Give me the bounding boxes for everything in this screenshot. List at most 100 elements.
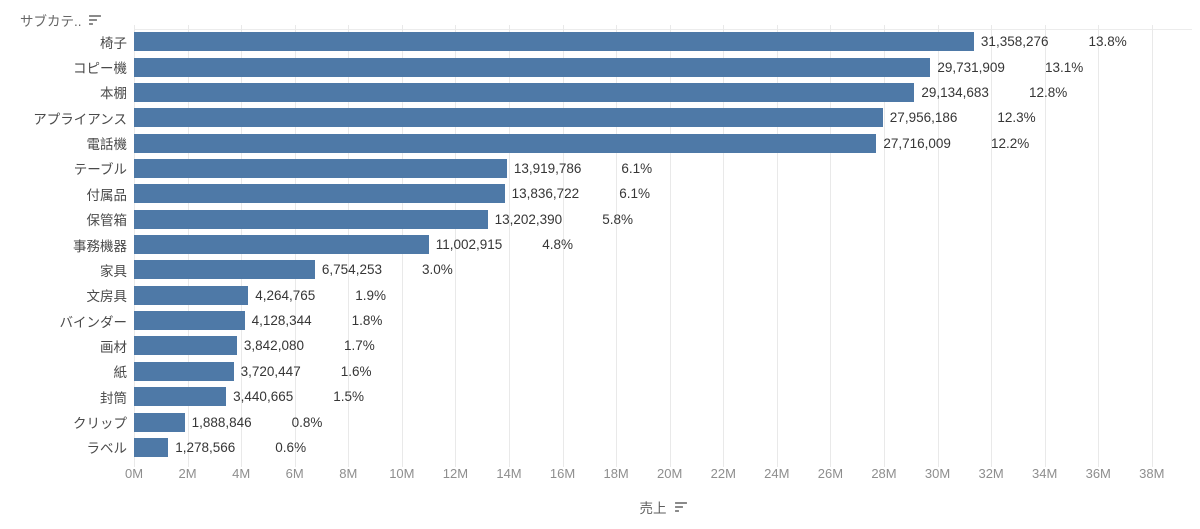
category-label[interactable]: コピー機 (73, 61, 127, 77)
bar-row: 椅子 31,358,276 13.8% (0, 29, 1192, 54)
sort-descending-icon[interactable] (88, 15, 101, 25)
category-label[interactable]: 電話機 (86, 137, 128, 153)
x-axis-tick-label: 26M (817, 466, 844, 481)
pct-label: 0.8% (291, 414, 323, 430)
x-axis-tick-label: 20M (657, 466, 683, 481)
bar[interactable] (134, 57, 931, 77)
bar-area: 13,836,722 6.1% (134, 181, 1192, 206)
category-label[interactable]: 紙 (113, 365, 128, 381)
category-label[interactable]: テーブル (73, 162, 127, 178)
bar-area: 6,754,253 3.0% (134, 257, 1192, 282)
value-label: 4,264,765 (255, 287, 316, 303)
bar-row: アプライアンス 27,956,186 12.3% (0, 105, 1192, 130)
gridline (562, 25, 564, 467)
bar-area: 3,440,665 1.5% (134, 384, 1192, 409)
category-label[interactable]: アプライアンス (33, 111, 127, 127)
pct-label: 6.1% (621, 160, 653, 176)
column-header[interactable]: サブカテ.. (20, 10, 101, 30)
x-axis-tick-label: 6M (285, 466, 304, 481)
gridline (616, 25, 618, 467)
x-axis-tick-label: 14M (496, 466, 522, 481)
x-axis-tick-label: 36M (1085, 466, 1111, 481)
bar[interactable] (134, 437, 169, 457)
bar[interactable] (134, 285, 249, 305)
bar[interactable] (134, 235, 429, 255)
pct-label: 12.2% (990, 135, 1030, 151)
category-label[interactable]: 保管箱 (86, 213, 128, 229)
pct-label: 1.7% (343, 338, 375, 354)
x-axis-title[interactable]: 売上 (134, 497, 1192, 517)
category-label[interactable]: 事務機器 (73, 238, 127, 254)
gridline (830, 25, 832, 467)
bar-row: 家具 6,754,253 3.0% (0, 257, 1192, 282)
bar-area: 11,002,915 4.8% (134, 232, 1192, 257)
value-label: 6,754,253 (321, 262, 382, 278)
x-axis-tick-label: 24M (764, 466, 790, 481)
bar-area: 1,278,566 0.6% (134, 435, 1192, 460)
pct-label: 5.8% (602, 211, 633, 227)
value-label: 13,836,722 (511, 186, 580, 202)
gridline (455, 25, 457, 467)
gridline (669, 25, 671, 467)
bar-row: 電話機 27,716,009 12.2% (0, 130, 1192, 155)
bar-row: 付属品 13,836,722 6.1% (0, 181, 1192, 206)
category-label[interactable]: 文房具 (86, 289, 128, 305)
x-axis-tick-labels: 0M 2M 4M 6M 8M 10M 12M 14M 16M 18M 20M 22M 24M 26M 28M… (125, 466, 1192, 484)
bar-area: 4,128,344 1.8% (134, 308, 1192, 333)
bar[interactable] (134, 387, 227, 407)
bar[interactable] (134, 209, 488, 229)
bar[interactable] (134, 158, 507, 178)
bar-area: 31,358,276 13.8% (134, 29, 1192, 54)
category-label[interactable]: 椅子 (100, 35, 127, 51)
x-axis-tick-label: 2M (178, 466, 197, 481)
pct-label: 12.8% (1028, 84, 1068, 100)
value-label: 1,888,846 (191, 414, 252, 430)
bar-row: 画材 3,842,080 1.7% (0, 333, 1192, 358)
x-axis-tick-label: 18M (603, 466, 629, 481)
bar[interactable] (134, 82, 915, 102)
category-label[interactable]: 本棚 (100, 86, 127, 102)
gridline (937, 25, 939, 467)
category-label[interactable]: 付属品 (86, 187, 128, 203)
value-label: 13,919,786 (513, 160, 582, 176)
category-label[interactable]: ラベル (86, 441, 128, 457)
value-label: 3,842,080 (243, 338, 304, 354)
value-label: 31,358,276 (980, 34, 1049, 50)
bar-area: 1,888,846 0.8% (134, 409, 1192, 434)
pct-label: 1.6% (340, 363, 372, 379)
bar[interactable] (134, 412, 185, 432)
category-label[interactable]: 封筒 (100, 390, 127, 406)
bar[interactable] (134, 311, 245, 331)
category-label[interactable]: 家具 (100, 263, 127, 279)
bar-row: クリップ 1,888,846 0.8% (0, 409, 1192, 434)
gridline (723, 25, 725, 467)
bar-row: 本棚 29,134,683 12.8% (0, 80, 1192, 105)
bar-rows: 椅子 31,358,276 13.8% コピー機 29,731,909 13.1… (0, 29, 1192, 460)
bar[interactable] (134, 32, 974, 52)
gridline (1044, 25, 1046, 467)
bar[interactable] (134, 133, 877, 153)
bar[interactable] (134, 260, 315, 280)
x-axis-tick-label: 0M (124, 466, 144, 481)
gridline (508, 25, 510, 467)
x-axis-tick-label: 38M (1139, 466, 1165, 481)
bar-area: 29,134,683 12.8% (134, 80, 1192, 105)
x-axis-tick-label: 22M (710, 466, 736, 481)
bar[interactable] (134, 336, 237, 356)
bar-row: 保管箱 13,202,390 5.8% (0, 207, 1192, 232)
category-label[interactable]: バインダー (59, 314, 128, 330)
pct-label: 13.8% (1088, 34, 1127, 50)
x-axis-tick-label: 16M (549, 466, 576, 481)
bar[interactable] (134, 108, 883, 128)
bar-area: 4,264,765 1.9% (134, 283, 1192, 308)
bar-area: 3,842,080 1.7% (134, 333, 1192, 358)
sort-descending-icon[interactable] (674, 502, 687, 512)
bar-row: コピー機 29,731,909 13.1% (0, 54, 1192, 79)
gridline (1098, 25, 1100, 467)
bar[interactable] (134, 184, 505, 204)
category-label[interactable]: 画材 (100, 339, 127, 355)
bar[interactable] (134, 361, 234, 381)
x-axis-tick-label: 4M (232, 466, 251, 481)
category-label[interactable]: クリップ (73, 416, 127, 432)
